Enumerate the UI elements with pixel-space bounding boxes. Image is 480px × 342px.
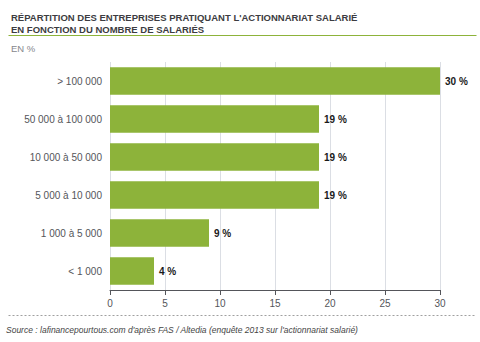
svg-text:1 000 à 5 000: 1 000 à 5 000 — [41, 228, 103, 239]
svg-text:10 000 à 50 000: 10 000 à 50 000 — [30, 152, 103, 163]
svg-text:EN FONCTION DU NOMBRE DE SALAR: EN FONCTION DU NOMBRE DE SALARIÉS — [11, 24, 204, 35]
svg-text:19 %: 19 % — [324, 152, 347, 163]
svg-text:< 1 000: < 1 000 — [68, 266, 102, 277]
svg-text:> 100 000: > 100 000 — [57, 76, 102, 87]
svg-text:15: 15 — [269, 298, 281, 309]
svg-text:4 %: 4 % — [159, 266, 176, 277]
svg-text:30: 30 — [434, 298, 446, 309]
svg-text:RÉPARTITION DES ENTREPRISES PR: RÉPARTITION DES ENTREPRISES PRATIQUANT L… — [11, 12, 357, 23]
svg-text:10: 10 — [214, 298, 226, 309]
svg-text:0: 0 — [107, 298, 113, 309]
svg-text:20: 20 — [324, 298, 336, 309]
svg-text:9 %: 9 % — [214, 228, 231, 239]
svg-text:25: 25 — [379, 298, 391, 309]
svg-text:5: 5 — [162, 298, 168, 309]
svg-text:30 %: 30 % — [445, 76, 468, 87]
svg-text:Source : lafinancepourtous.com: Source : lafinancepourtous.com d'après F… — [6, 325, 358, 335]
svg-text:19 %: 19 % — [324, 190, 347, 201]
svg-text:EN %: EN % — [11, 43, 36, 54]
svg-text:5 000 à 10 000: 5 000 à 10 000 — [35, 190, 102, 201]
svg-text:50 000 à 100 000: 50 000 à 100 000 — [24, 114, 102, 125]
svg-text:19 %: 19 % — [324, 114, 347, 125]
